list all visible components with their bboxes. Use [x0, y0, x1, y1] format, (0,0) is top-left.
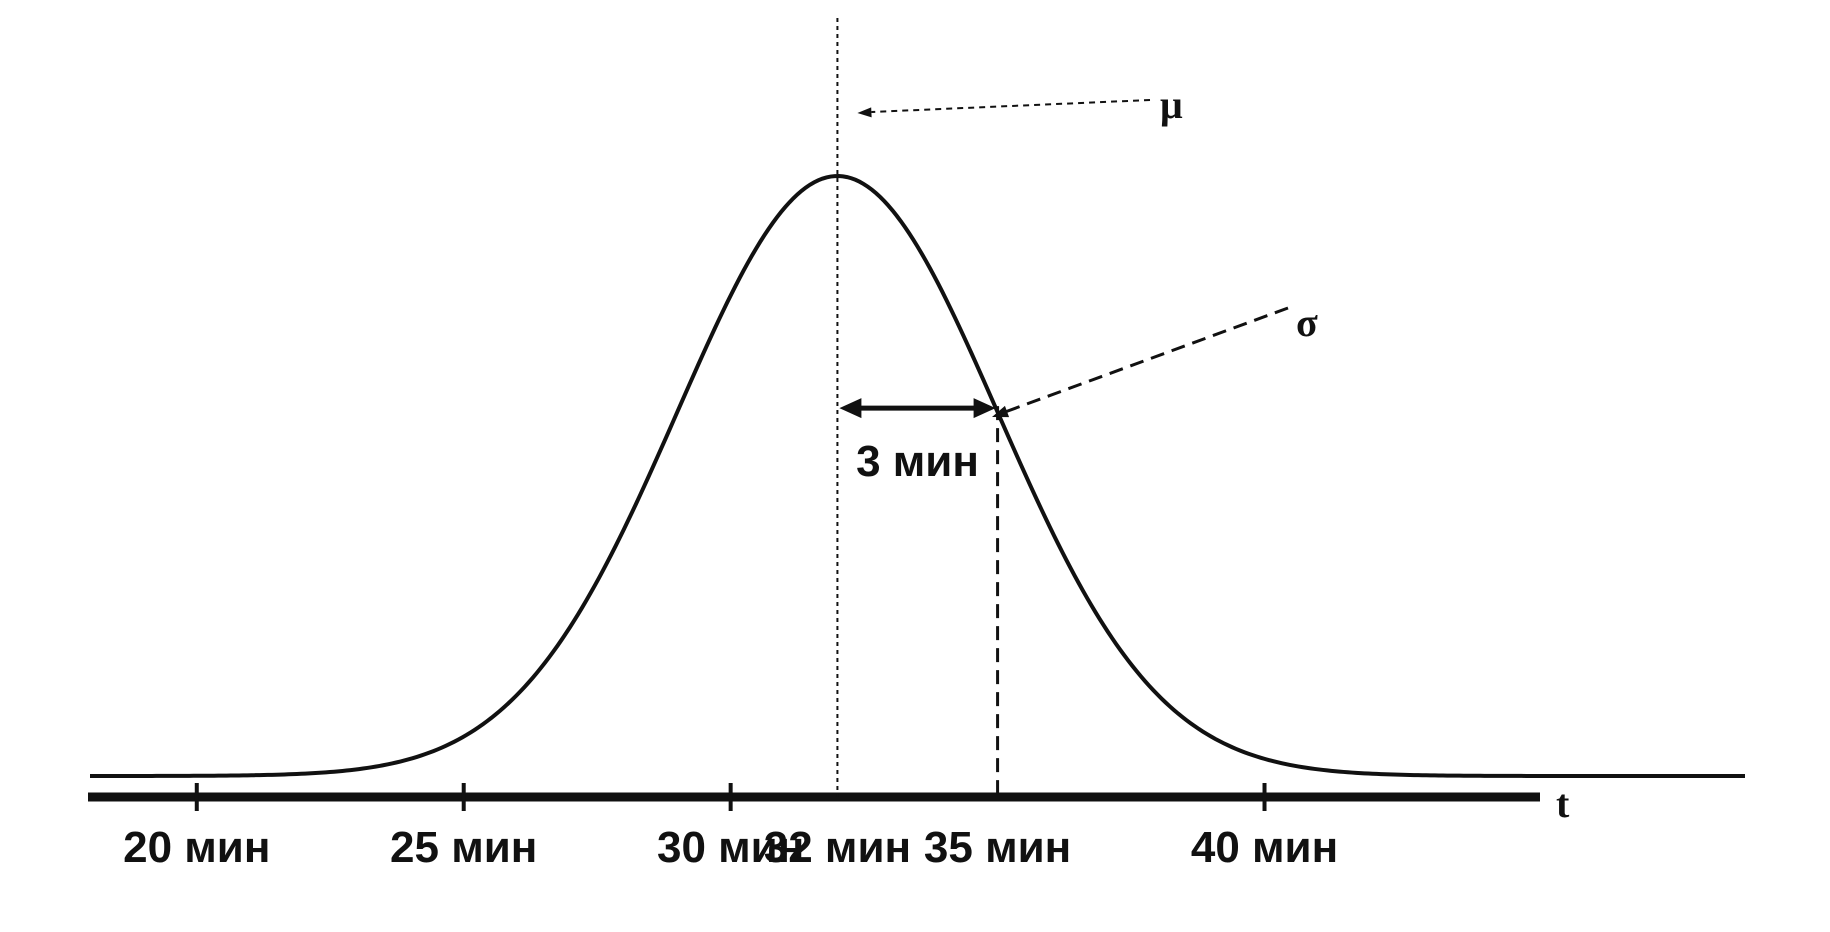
x-tick-label-25: 25 мин: [390, 823, 537, 872]
sigma-pointer-arrow: [992, 306, 1289, 418]
x-tick-label-30: 30 мин: [657, 823, 804, 872]
sigma-symbol-label: σ: [1296, 300, 1318, 345]
x-tick-label-35: 35 мин: [924, 823, 1071, 872]
x-tick-label-20: 20 мин: [123, 823, 270, 872]
normal-curve: [90, 174, 1745, 778]
mean-pointer-arrow: [857, 99, 1151, 118]
sigma-span-arrow: [839, 398, 996, 419]
x-tick-label-40: 40 мин: [1191, 823, 1338, 872]
mean-symbol-label: μ: [1160, 82, 1183, 127]
x-axis-label: t: [1556, 781, 1570, 826]
sigma-span-label: 3 мин: [856, 437, 979, 486]
x-tick-label-32: 32 мин: [764, 823, 911, 872]
